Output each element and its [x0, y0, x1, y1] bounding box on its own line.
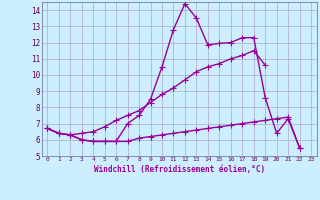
X-axis label: Windchill (Refroidissement éolien,°C): Windchill (Refroidissement éolien,°C) [94, 165, 265, 174]
